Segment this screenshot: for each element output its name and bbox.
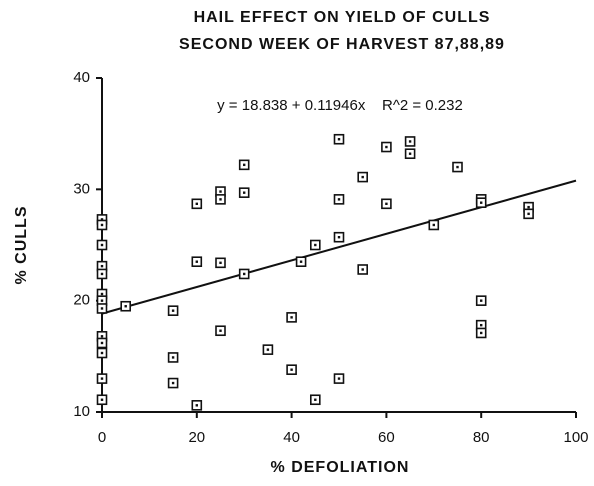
x-axis-label: % DEFOLIATION <box>271 459 410 476</box>
point <box>96 219 108 231</box>
point <box>96 394 108 406</box>
point <box>167 377 179 389</box>
point <box>96 337 108 349</box>
point <box>333 133 345 145</box>
x-tick-label: 20 <box>188 429 205 446</box>
chart-title: HAIL EFFECT ON YIELD OF CULLS <box>194 9 491 26</box>
point <box>238 159 250 171</box>
point <box>286 312 297 323</box>
point <box>404 136 416 147</box>
x-tick-label: 0 <box>98 429 106 446</box>
point <box>191 400 203 411</box>
point <box>286 364 297 375</box>
annotation: y = 18.838 + 0.11946x R^2 = 0.232 <box>217 97 463 114</box>
point <box>333 373 345 384</box>
point <box>333 194 345 205</box>
point <box>428 219 440 231</box>
chart-subtitle: SECOND WEEK OF HARVEST 87,88,89 <box>179 36 505 53</box>
point <box>96 303 108 314</box>
point <box>96 239 108 251</box>
point <box>215 325 226 337</box>
point <box>475 197 487 208</box>
point <box>238 268 250 280</box>
x-tick-label: 60 <box>378 429 395 446</box>
y-tick-label: 40 <box>73 69 90 86</box>
trend-line <box>101 179 577 315</box>
y-tick-label: 10 <box>73 403 90 420</box>
y-tick-label: 20 <box>73 292 90 309</box>
point <box>381 198 392 210</box>
point <box>96 347 108 359</box>
point <box>523 208 534 220</box>
point <box>191 198 203 210</box>
point <box>357 264 369 275</box>
x-tick-label: 40 <box>283 429 300 446</box>
point <box>191 256 203 268</box>
point <box>167 305 179 316</box>
point <box>295 256 307 268</box>
point <box>262 344 274 355</box>
point <box>404 148 416 160</box>
point <box>96 373 108 384</box>
y-axis-label: % CULLS <box>13 206 30 285</box>
point <box>215 257 226 269</box>
point <box>120 300 131 312</box>
x-tick-label: 100 <box>563 429 588 446</box>
x-tick-label: 80 <box>473 429 490 446</box>
point <box>215 194 226 205</box>
point <box>381 141 392 153</box>
point <box>309 394 321 406</box>
y-tick-label: 30 <box>73 180 90 197</box>
point <box>452 161 463 173</box>
point <box>96 268 108 280</box>
point <box>167 352 179 363</box>
point <box>238 187 250 198</box>
point <box>475 327 487 339</box>
point <box>309 239 321 251</box>
point <box>333 231 345 243</box>
point <box>475 295 487 306</box>
point <box>357 171 369 183</box>
